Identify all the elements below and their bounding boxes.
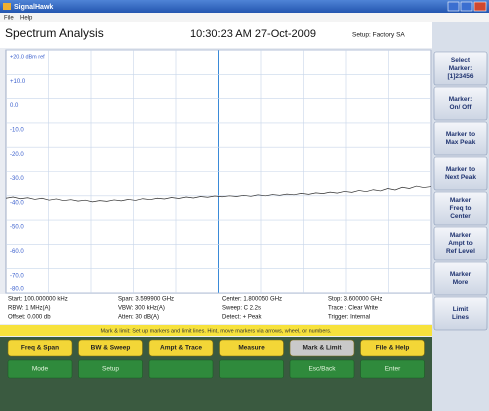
soft-key-label: Marker: [450, 197, 472, 204]
function-key[interactable]: [219, 339, 284, 357]
info-panel: [0, 294, 432, 324]
soft-key-label: Ampt to: [448, 240, 473, 247]
maximize-button[interactable]: [460, 1, 473, 12]
soft-key-label: Marker:: [449, 96, 472, 103]
minimize-button[interactable]: [447, 1, 460, 12]
info-text: Stop: 3.600000 GHz: [328, 297, 382, 303]
bottom-key-label: Mode: [32, 366, 49, 373]
soft-key-label: Lines: [452, 314, 469, 321]
soft-key-label: Freq to: [449, 205, 471, 212]
y-tick-label: -40.0: [10, 200, 24, 206]
soft-key[interactable]: [433, 296, 488, 331]
info-text: Center: 1.800050 GHz: [222, 297, 282, 303]
function-key[interactable]: [360, 339, 425, 357]
info-text: Trace : Clear Write: [328, 306, 379, 312]
function-key-label: File & Help: [376, 345, 410, 352]
y-tick-label: -10.0: [10, 127, 24, 133]
status-text: Mark & limit: Set up markers and limit l…: [100, 328, 332, 334]
info-text: VBW: 300 kHz(A): [118, 306, 165, 312]
soft-key-label: Limit: [453, 306, 469, 313]
info-text: Start: 100.000000 kHz: [8, 297, 68, 303]
y-tick-label: +20.0 dBm ref: [10, 54, 45, 60]
soft-key[interactable]: [433, 191, 488, 226]
function-key-label: Freq & Span: [21, 345, 59, 352]
soft-key-label: Marker: [450, 232, 472, 239]
bottom-key[interactable]: [7, 359, 73, 379]
bottom-key[interactable]: [148, 359, 214, 379]
soft-key-label: Select: [451, 57, 471, 64]
title-bar: [0, 0, 489, 13]
function-key[interactable]: [289, 339, 355, 357]
info-text: Atten: 30 dB(A): [118, 315, 159, 321]
app-icon: [3, 3, 11, 10]
soft-key-label: [1]23456: [447, 73, 473, 80]
screen-title: Spectrum Analysis: [5, 26, 104, 40]
y-tick-label: +10.0: [10, 79, 26, 85]
soft-key-label: Marker to: [446, 166, 475, 173]
menu-bar: [0, 13, 489, 22]
close-button[interactable]: [473, 1, 487, 12]
function-key[interactable]: [148, 339, 214, 357]
y-tick-label: -80.0: [10, 287, 24, 293]
function-key-label: BW & Sweep: [91, 345, 131, 352]
date-time: 10:30:23 AM 27-Oct-2009: [190, 28, 316, 40]
setup-name: Setup: Factory SA: [352, 32, 405, 39]
menu-item[interactable]: File: [4, 16, 14, 22]
trace: [5, 185, 432, 203]
soft-key-label: Next Peak: [445, 174, 476, 181]
function-key-label: Ampt & Trace: [160, 345, 202, 352]
y-tick-label: -50.0: [10, 225, 24, 231]
info-text: Offset: 0.000 db: [8, 315, 51, 321]
function-key-label: Mark & Limit: [302, 345, 342, 352]
y-tick-label: -20.0: [10, 152, 24, 158]
soft-key-label: More: [453, 279, 469, 286]
soft-key-label: Max Peak: [446, 139, 476, 146]
bottom-key[interactable]: [78, 359, 143, 379]
info-text: Trigger: Internal: [328, 315, 370, 321]
y-tick-label: -70.0: [10, 273, 24, 279]
function-key[interactable]: [7, 339, 73, 357]
soft-key[interactable]: [433, 261, 488, 296]
y-tick-label: 0.0: [10, 103, 19, 109]
function-key[interactable]: [78, 339, 143, 357]
soft-key[interactable]: [433, 86, 488, 121]
info-text: RBW: 1 MHz(A): [8, 306, 51, 312]
soft-key-label: Center: [450, 213, 471, 220]
bottom-key[interactable]: [289, 359, 355, 379]
info-text: Detect: + Peak: [222, 315, 263, 321]
info-text: Span: 3.599900 GHz: [118, 297, 174, 303]
y-tick-label: -30.0: [10, 176, 24, 182]
soft-key[interactable]: [433, 121, 488, 156]
soft-key-label: Marker to: [446, 131, 475, 138]
status-bar: [0, 325, 432, 336]
bottom-key-label: Setup: [102, 366, 119, 373]
soft-key[interactable]: [433, 156, 488, 191]
bottom-key[interactable]: [360, 359, 425, 379]
soft-key[interactable]: [433, 51, 488, 86]
soft-key-label: Ref Level: [446, 248, 475, 255]
bottom-key-label: Esc/Back: [308, 366, 336, 373]
soft-key-label: On/ Off: [449, 104, 472, 111]
menu-item[interactable]: Help: [20, 16, 33, 22]
soft-key-label: Marker:: [449, 65, 472, 72]
y-tick-label: -60.0: [10, 249, 24, 255]
window-title: SignalHawk: [14, 4, 53, 11]
soft-key-label: Marker: [450, 271, 472, 278]
bottom-key[interactable]: [219, 359, 284, 379]
soft-key[interactable]: [433, 226, 488, 261]
bottom-key-label: Enter: [385, 366, 401, 373]
header: [0, 22, 432, 48]
info-text: Sweep: C 2.2s: [222, 306, 261, 312]
function-key-label: Measure: [238, 345, 265, 352]
